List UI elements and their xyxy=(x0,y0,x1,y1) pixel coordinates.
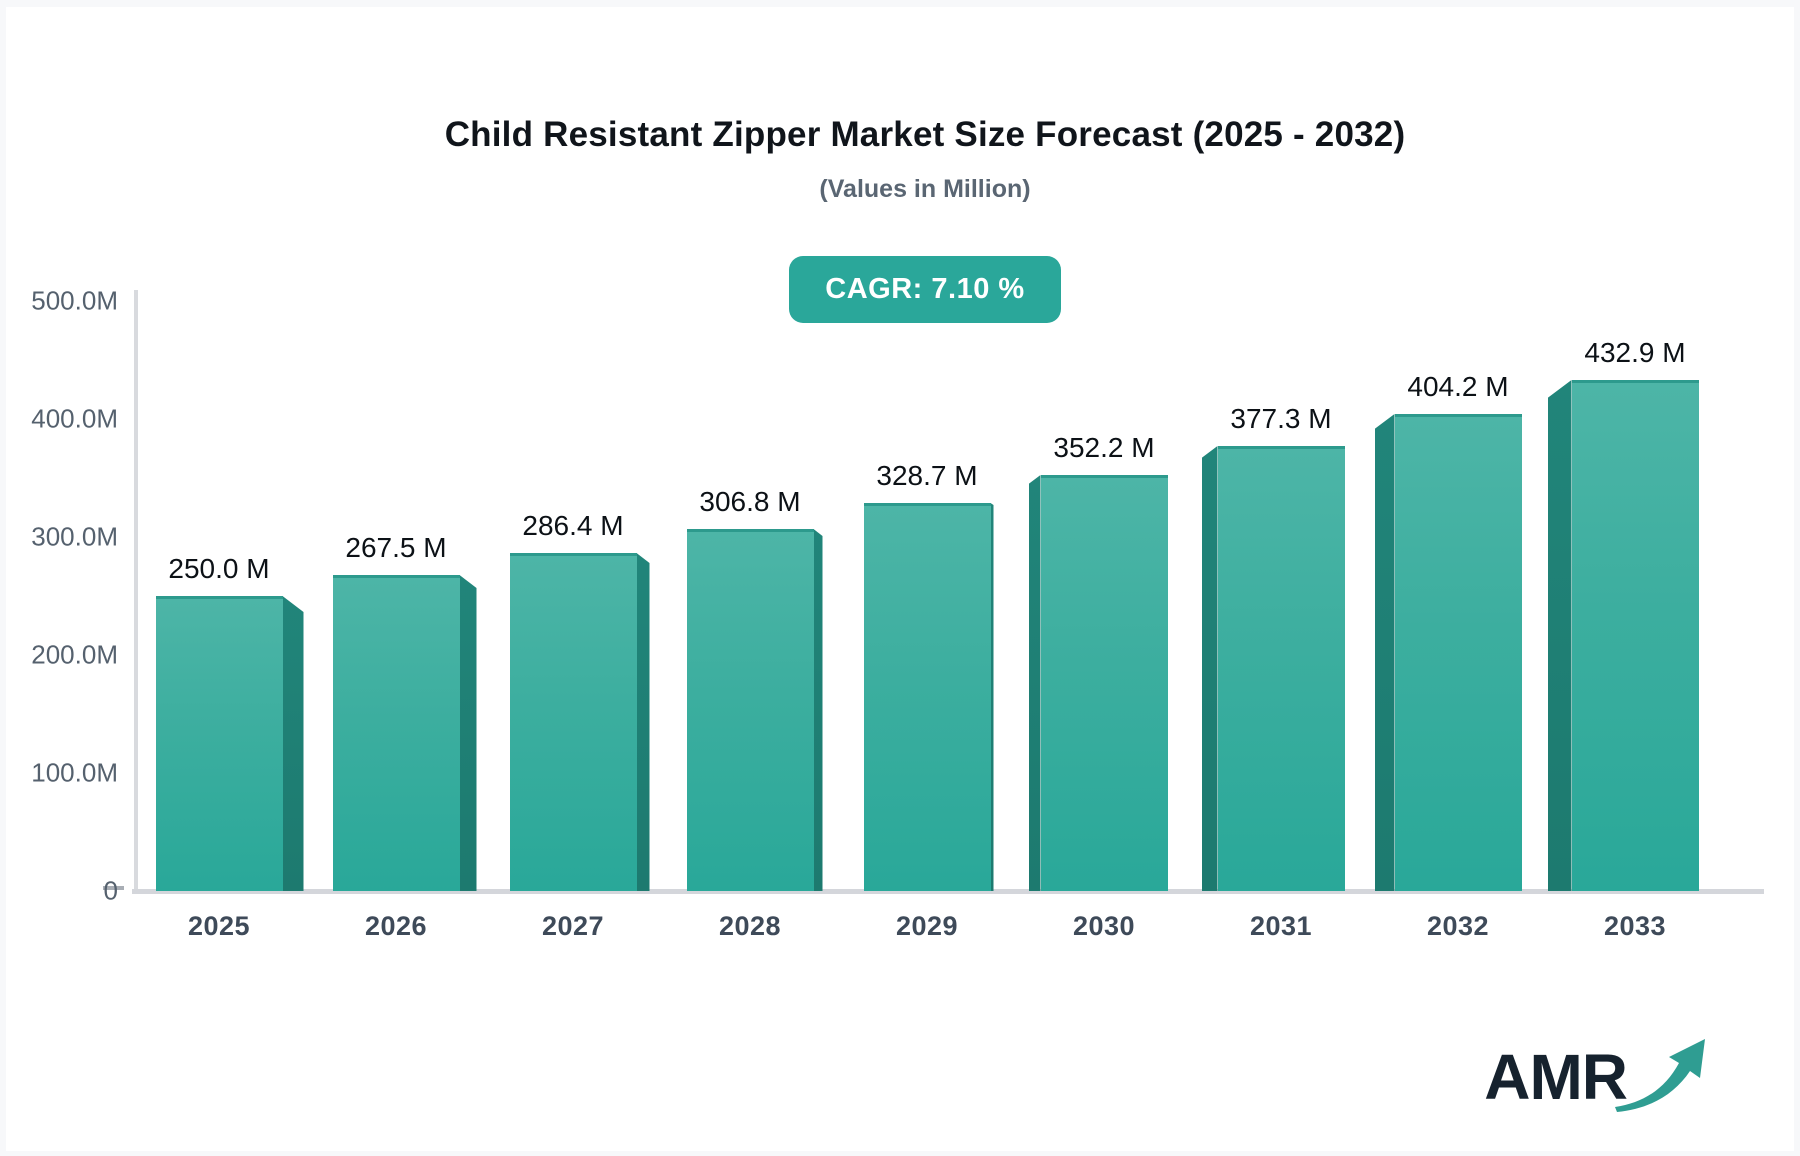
zero-tick-mark xyxy=(103,886,124,890)
x-axis-category-label: 2025 xyxy=(187,911,251,941)
bar-value-label: 404.2 M xyxy=(1407,371,1509,402)
bar-side-2030 xyxy=(1028,475,1041,891)
bar-value-label: 250.0 M xyxy=(168,553,270,584)
bar-value-label: 267.5 M xyxy=(345,532,447,563)
cagr-badge: CAGR: 7.10 % xyxy=(789,256,1061,323)
bar-side-2031 xyxy=(1201,446,1218,891)
cagr-badge-wrap: CAGR: 7.10 % xyxy=(56,256,1794,323)
bar-side-2032 xyxy=(1374,414,1395,891)
x-axis-category-label: 2026 xyxy=(364,911,428,941)
y-axis-tick-label: 400.0M xyxy=(31,403,118,434)
bar-2029 xyxy=(863,503,991,891)
x-axis-category-label: 2031 xyxy=(1249,911,1313,941)
bar-value-label: 432.9 M xyxy=(1584,337,1686,368)
bar-2032 xyxy=(1394,414,1522,891)
chart-title: Child Resistant Zipper Market Size Forec… xyxy=(444,115,1406,154)
bar-side-2033 xyxy=(1547,380,1572,891)
bar-value-label: 286.4 M xyxy=(522,510,624,541)
growth-arrow-icon xyxy=(1615,1039,1705,1112)
y-axis-line xyxy=(134,290,138,891)
x-axis-line xyxy=(132,889,1764,894)
bar-2026 xyxy=(332,575,460,891)
chart-subtitle: (Values in Million) xyxy=(819,175,1031,203)
bar-2033 xyxy=(1571,380,1699,891)
bar-value-label: 306.8 M xyxy=(699,486,801,517)
x-axis-category-label: 2030 xyxy=(1072,911,1136,941)
bar-side-2028 xyxy=(813,529,823,891)
chart-card: Child Resistant Zipper Market Size Forec… xyxy=(6,7,1794,1151)
bar-value-label: 328.7 M xyxy=(876,460,978,491)
amr-logo-text: AMR xyxy=(1484,1041,1628,1113)
bar-value-label: 352.2 M xyxy=(1053,432,1155,463)
bar-2025 xyxy=(155,596,283,891)
bar-side-2029 xyxy=(990,503,994,891)
y-axis-tick-label: 0 xyxy=(103,875,118,906)
bar-side-2025 xyxy=(282,596,304,891)
bar-side-2027 xyxy=(636,553,650,891)
x-axis-category-label: 2032 xyxy=(1426,911,1490,941)
amr-logo: AMR xyxy=(1484,1031,1709,1113)
y-axis-tick-label: 300.0M xyxy=(31,521,118,552)
x-axis-category-label: 2033 xyxy=(1603,911,1667,941)
x-axis-category-label: 2029 xyxy=(895,911,959,941)
bar-2030 xyxy=(1040,475,1168,891)
bar-side-2026 xyxy=(459,575,477,891)
x-axis-category-label: 2028 xyxy=(718,911,782,941)
x-axis-category-label: 2027 xyxy=(541,911,605,941)
bar-2027 xyxy=(509,553,637,891)
bar-value-label: 377.3 M xyxy=(1230,403,1332,434)
y-axis-tick-label: 200.0M xyxy=(31,639,118,670)
y-axis-tick-label: 500.0M xyxy=(31,285,118,316)
bar-2028 xyxy=(686,529,814,891)
y-axis-tick-label: 100.0M xyxy=(31,757,118,788)
bar-2031 xyxy=(1217,446,1345,891)
